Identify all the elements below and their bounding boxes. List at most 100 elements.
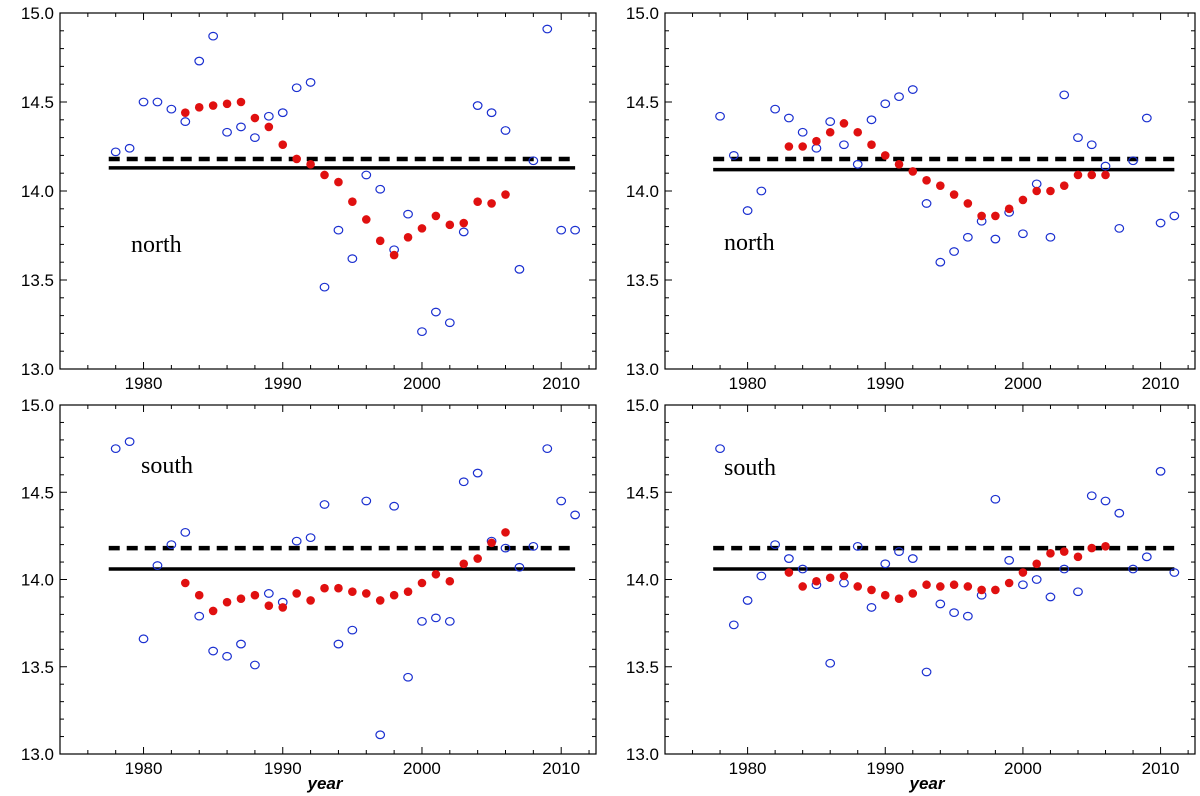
annual-point xyxy=(514,562,525,572)
annual-point xyxy=(894,547,904,556)
x-tick-label: 2000 xyxy=(403,374,441,393)
x-tick-label: 1980 xyxy=(125,374,163,393)
annual-point xyxy=(110,147,121,157)
smoothed-point xyxy=(825,573,835,583)
y-tick-label: 13.0 xyxy=(626,745,659,764)
annual-point xyxy=(263,589,274,598)
smoothed-point xyxy=(278,140,288,150)
annual-point xyxy=(1059,90,1070,100)
annual-point xyxy=(1155,466,1166,476)
annual-point xyxy=(907,554,918,563)
y-tick-label: 13.0 xyxy=(626,360,659,379)
smoothed-point xyxy=(334,583,343,593)
smoothed-point xyxy=(839,119,849,128)
smoothed-point xyxy=(320,583,329,593)
smoothed-point xyxy=(459,218,469,228)
annual-point xyxy=(556,225,567,235)
annual-point xyxy=(208,646,219,656)
annual-point xyxy=(894,92,904,102)
annual-point xyxy=(962,232,973,242)
smoothed-point xyxy=(1046,186,1055,196)
smoothed-point xyxy=(292,154,301,164)
annual-point xyxy=(866,115,877,125)
annual-point xyxy=(333,225,344,235)
annual-point xyxy=(458,477,469,487)
y-tick-label: 14.0 xyxy=(626,571,659,590)
annual-point xyxy=(990,234,1001,244)
annual-point xyxy=(138,634,149,644)
smoothed-point xyxy=(250,113,260,123)
smoothed-point xyxy=(403,587,413,597)
smoothed-point xyxy=(936,582,945,591)
smoothed-point xyxy=(1004,204,1014,214)
annual-point xyxy=(949,608,959,618)
annual-point xyxy=(138,97,149,107)
annual-point xyxy=(194,56,205,66)
annual-point xyxy=(222,651,232,661)
smoothed-point xyxy=(320,170,329,180)
smoothed-point xyxy=(949,580,959,590)
annual-point xyxy=(1100,161,1111,171)
annual-point xyxy=(770,540,781,549)
annual-point xyxy=(839,578,849,588)
smoothed-point xyxy=(306,596,315,605)
annual-point xyxy=(236,122,246,132)
smoothed-point xyxy=(853,127,863,137)
annual-point xyxy=(1018,580,1028,590)
smoothed-point xyxy=(473,554,482,563)
annual-point xyxy=(124,437,135,447)
annual-point xyxy=(236,639,246,649)
smoothed-point xyxy=(1101,170,1110,180)
annual-point xyxy=(852,541,863,551)
annual-point xyxy=(1004,555,1015,565)
annual-point xyxy=(852,159,863,169)
annual-point xyxy=(1031,575,1042,584)
plot-frame xyxy=(664,12,1196,370)
smoothed-point xyxy=(278,603,288,612)
y-tick-label: 13.5 xyxy=(21,271,54,290)
annual-point xyxy=(430,307,441,317)
smoothed-point xyxy=(798,142,807,151)
smoothed-point xyxy=(922,580,931,590)
x-tick-label: 1990 xyxy=(264,759,302,778)
annual-point xyxy=(783,113,794,123)
smoothed-point xyxy=(1059,181,1069,190)
annual-point xyxy=(472,468,483,478)
annual-point xyxy=(250,660,260,670)
annual-point xyxy=(1141,552,1152,562)
annual-point xyxy=(866,603,877,612)
panel-label: north xyxy=(724,230,775,256)
smoothed-point xyxy=(236,594,246,603)
annual-point xyxy=(1114,508,1125,518)
y-tick-label: 14.5 xyxy=(21,483,54,502)
y-tick-label: 14.5 xyxy=(626,483,659,502)
annual-point xyxy=(305,533,316,543)
panel-label: north xyxy=(131,232,182,258)
annual-point xyxy=(514,264,525,274)
y-tick-label: 15.0 xyxy=(21,396,54,415)
annual-point xyxy=(880,99,891,109)
smoothed-point xyxy=(853,582,863,591)
smoothed-point xyxy=(991,211,1000,221)
smoothed-point xyxy=(361,589,371,598)
smoothed-point xyxy=(798,582,807,591)
annual-point xyxy=(1128,156,1138,166)
smoothed-point xyxy=(334,177,343,187)
smoothed-point xyxy=(180,578,190,588)
annual-point xyxy=(1073,133,1083,143)
panel-bottom-right: 13.0 13.5 14.0 14.5 15.0 1980 1990 2000 2010 sout… xyxy=(626,396,1196,793)
annual-point xyxy=(291,536,302,546)
annual-point xyxy=(444,616,455,626)
annual-point xyxy=(444,318,455,328)
smoothed-point xyxy=(431,211,441,221)
y-tick-label: 14.0 xyxy=(21,571,54,590)
smoothed-point xyxy=(194,103,204,112)
annual-point xyxy=(1018,229,1028,239)
x-tick-label: 1980 xyxy=(729,374,767,393)
smoothed-point xyxy=(487,538,496,548)
smoothed-point xyxy=(963,199,973,208)
annual-point xyxy=(152,97,163,107)
annual-point xyxy=(528,156,539,166)
annual-point xyxy=(347,254,358,264)
